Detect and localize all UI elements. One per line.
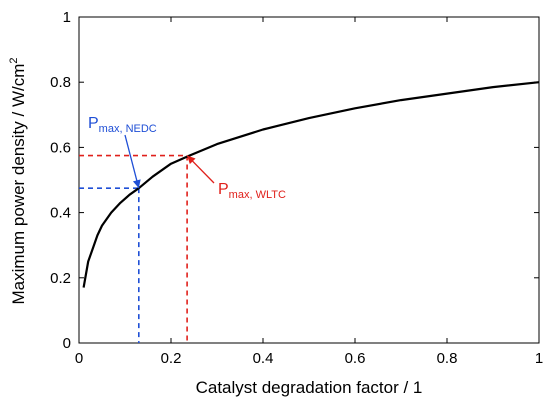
annotation-label-subscript: max, NEDC xyxy=(99,123,157,135)
y-tick-label: 0.2 xyxy=(50,270,71,287)
annotation-label: Pmax, WLTC xyxy=(218,181,286,201)
annotation-arrow xyxy=(124,134,140,189)
y-tick-label: 0 xyxy=(63,335,71,352)
x-tick-label: 0.4 xyxy=(253,350,274,367)
y-tick-label: 1 xyxy=(63,9,71,26)
axes-box xyxy=(78,16,540,344)
y-tick-label: 0.6 xyxy=(50,139,71,156)
annotation-label-subscript: max, WLTC xyxy=(229,189,286,201)
y-axis-label: Maximum power density / W/cm2 xyxy=(8,57,28,304)
x-tick-label: 0 xyxy=(75,350,83,367)
annotation-arrowhead xyxy=(132,179,141,189)
x-axis-label: Catalyst degradation factor / 1 xyxy=(196,378,423,397)
guide-lines xyxy=(79,154,188,343)
x-tick-label: 1 xyxy=(535,350,543,367)
y-axis-label-superscript: 2 xyxy=(8,57,20,63)
x-tick-label: 0.8 xyxy=(437,350,458,367)
annotation-label: Pmax, NEDC xyxy=(88,115,157,135)
series-line xyxy=(82,81,540,288)
annotation-label-main: P xyxy=(218,181,229,198)
y-tick-label: 0.4 xyxy=(50,205,71,222)
plot-frame xyxy=(78,16,540,344)
y-axis-label-main: Maximum power density / W/cm xyxy=(9,64,28,305)
series-layer xyxy=(82,81,540,288)
ticks: 0 0.2 0.4 0.6 0.8 1 0 0.2 0.4 0.6 0.8 1 xyxy=(50,9,543,367)
annotation-label-main: P xyxy=(88,115,99,132)
x-tick-label: 0.6 xyxy=(345,350,366,367)
y-tick-label: 0.8 xyxy=(50,74,71,91)
annotation-arrowhead xyxy=(187,155,196,165)
x-tick-label: 0.2 xyxy=(161,350,182,367)
